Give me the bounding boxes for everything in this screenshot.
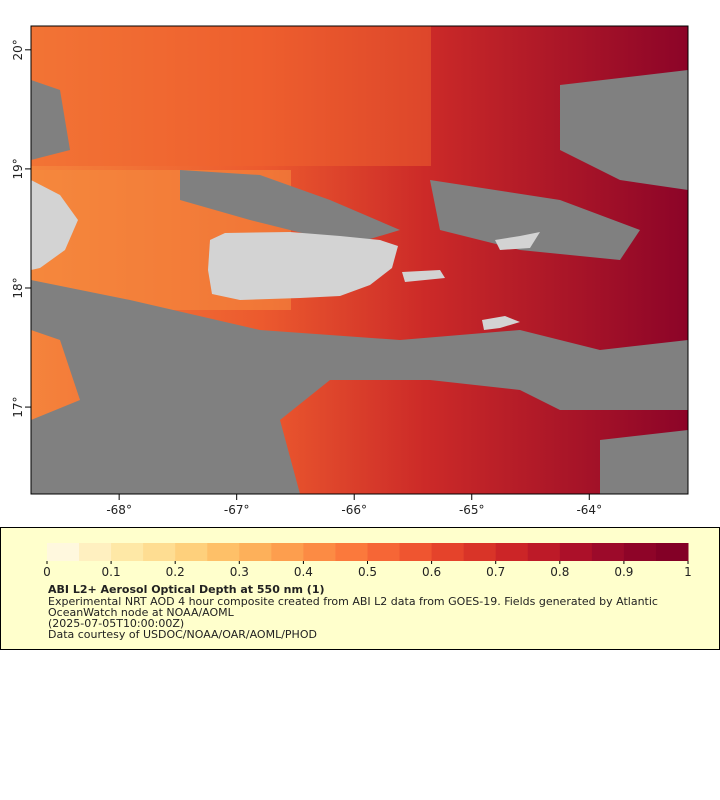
description: OceanWatch node at NOAA/AOML (48, 606, 235, 619)
colorbar-swatch (431, 543, 465, 561)
colorbar-swatch (303, 543, 336, 561)
description: Experimental NRT AOD 4 hour composite cr… (48, 595, 658, 608)
x-tick-label: -67° (224, 503, 250, 517)
colorbar-tick-label: 0.7 (486, 565, 505, 579)
colorbar-swatch (559, 543, 593, 561)
colorbar-swatch (335, 543, 368, 561)
map-raster (31, 26, 688, 494)
colorbar-tick-label: 0.2 (166, 565, 185, 579)
y-tick-label: 17° (11, 396, 25, 417)
colorbar-swatch (399, 543, 433, 561)
legend-title: ABI L2+ Aerosol Optical Depth at 550 nm … (48, 583, 325, 596)
map-frame (30, 25, 689, 495)
colorbar-swatch (175, 543, 208, 561)
colorbar-swatch (271, 543, 304, 561)
colorbar-tick-label: 0.1 (102, 565, 121, 579)
colorbar-swatch (207, 543, 240, 561)
x-tick-label: -68° (106, 503, 132, 517)
colorbar-swatch (495, 543, 529, 561)
x-tick-label: -64° (576, 503, 602, 517)
credit: Data courtesy of USDOC/NOAA/OAR/AOML/PHO… (48, 628, 317, 641)
colorbar-swatch (79, 543, 112, 561)
y-tick-label: 19° (11, 158, 25, 179)
timestamp: (2025-07-05T10:00:00Z) (48, 617, 184, 630)
colorbar-tick-label: 0.4 (294, 565, 313, 579)
colorbar-tick-label: 0.6 (422, 565, 441, 579)
colorbar-tick-label: 0 (43, 565, 51, 579)
island (208, 232, 398, 300)
colorbar-swatch (655, 543, 689, 561)
x-tick-label: -66° (341, 503, 367, 517)
colorbar-swatch (367, 543, 401, 561)
y-tick-label: 18° (11, 277, 25, 298)
colorbar-tick-label: 0.5 (358, 565, 377, 579)
colorbar-swatch (111, 543, 144, 561)
colorbar-tick-label: 1 (684, 565, 692, 579)
x-tick-label: -65° (459, 503, 485, 517)
y-tick-label: 20° (11, 39, 25, 60)
colorbar-tick-label: 0.8 (550, 565, 569, 579)
colorbar-swatch (143, 543, 176, 561)
colorbar-swatch (527, 543, 561, 561)
colorbar-swatch (623, 543, 657, 561)
colorbar-tick-label: 0.9 (614, 565, 633, 579)
colorbar-swatch (463, 543, 497, 561)
colorbar-swatch (239, 543, 272, 561)
colorbar-swatch (591, 543, 625, 561)
colorbar-swatch (47, 543, 80, 561)
colorbar-tick-label: 0.3 (230, 565, 249, 579)
